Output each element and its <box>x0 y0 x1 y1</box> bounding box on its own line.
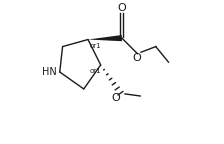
Text: or1: or1 <box>89 68 101 74</box>
Text: or1: or1 <box>89 43 101 49</box>
Text: O: O <box>132 53 141 63</box>
Text: O: O <box>118 3 126 13</box>
Polygon shape <box>88 35 122 41</box>
Text: HN: HN <box>42 67 56 77</box>
Text: O: O <box>111 93 120 103</box>
